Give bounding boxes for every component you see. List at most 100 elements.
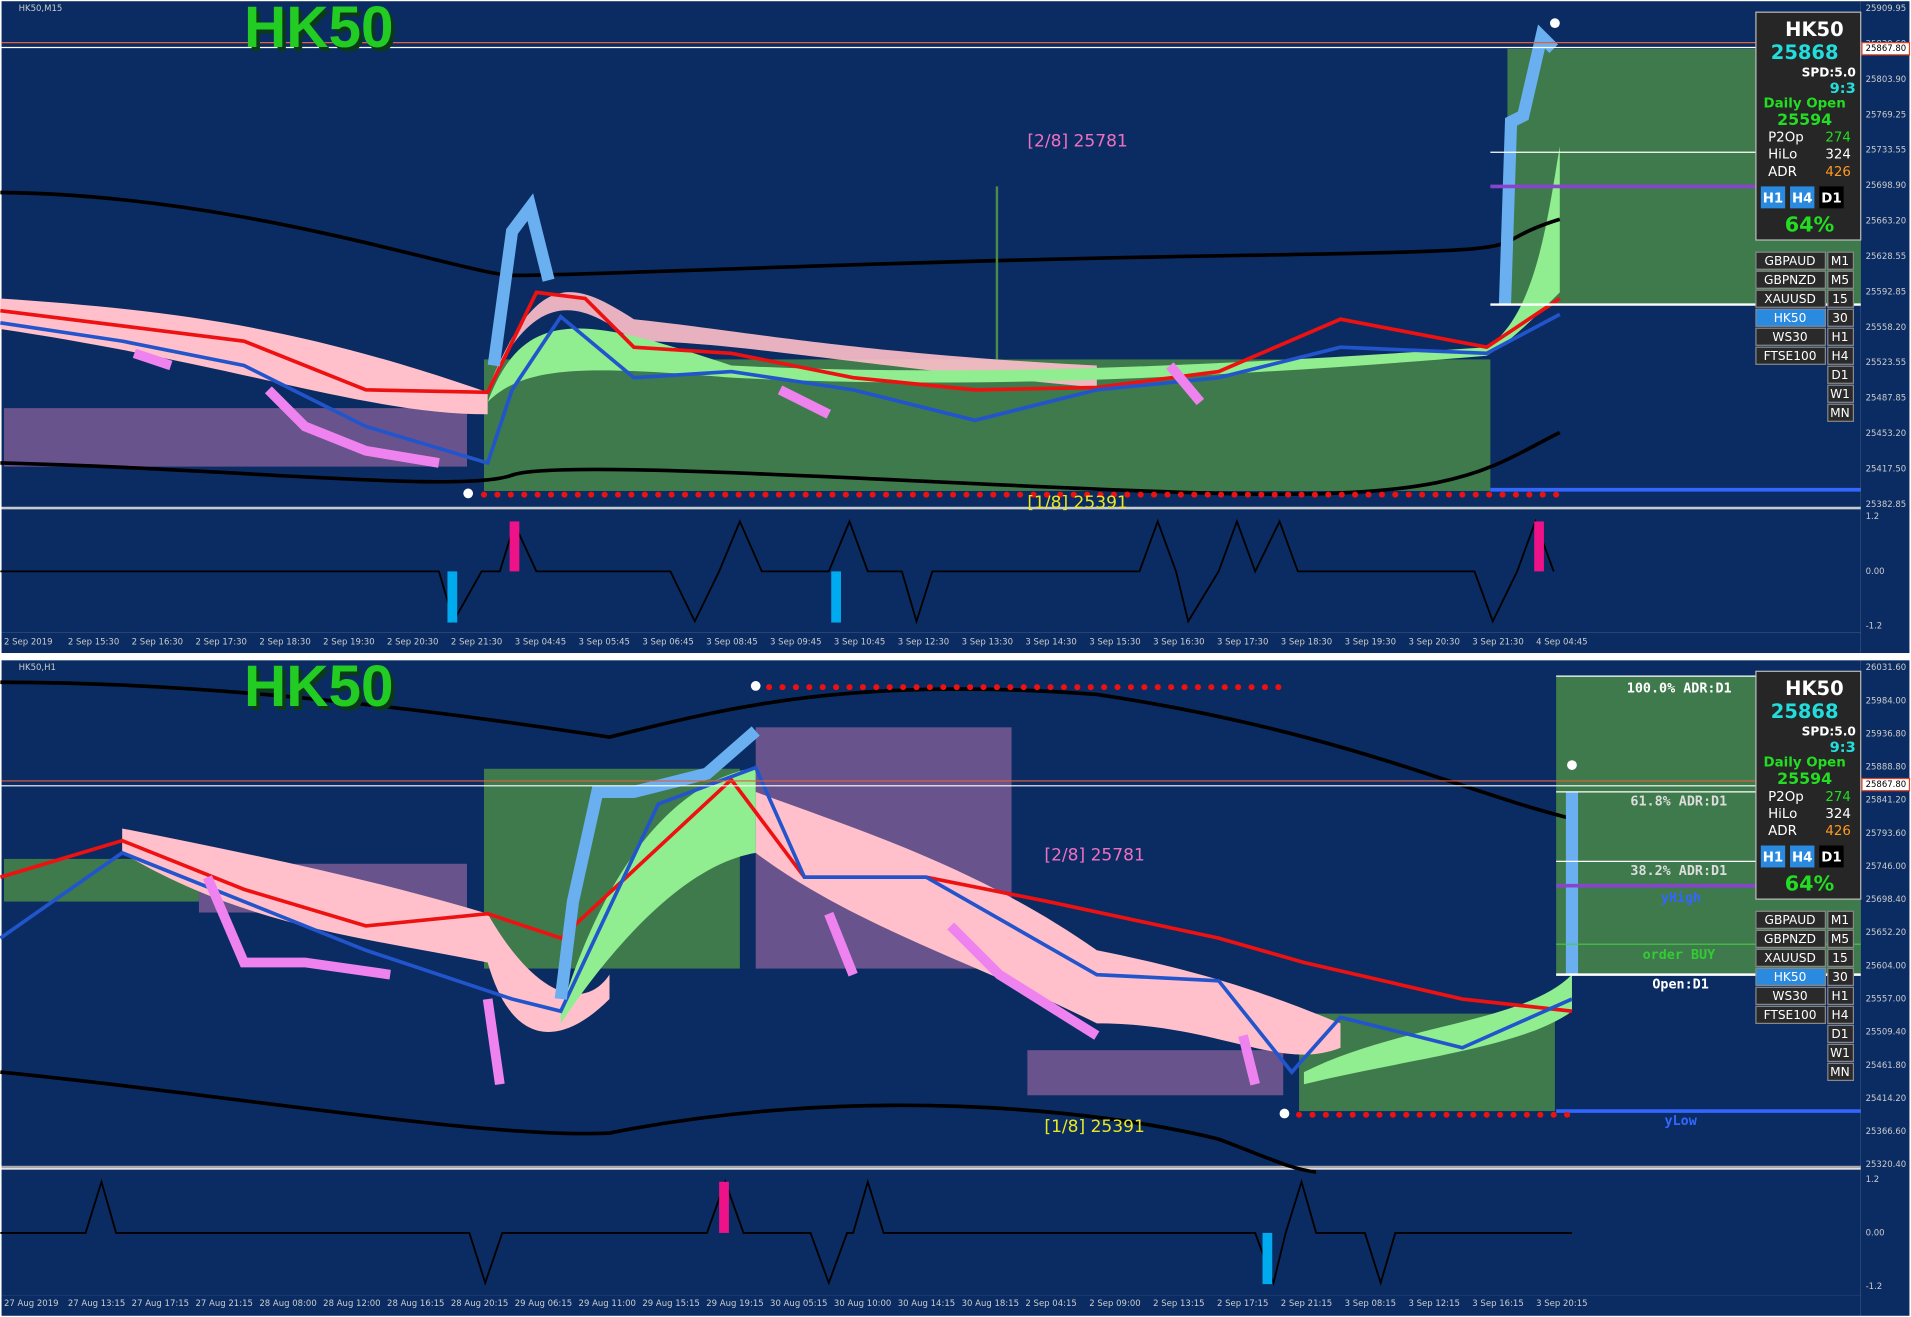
- symbol-button[interactable]: [1755, 1005, 1826, 1024]
- symbol-name[interactable]: FTSE100: [1764, 1008, 1817, 1022]
- tf-button[interactable]: [1819, 845, 1844, 868]
- tf-list-label[interactable]: M5: [1831, 932, 1849, 946]
- symbol-name[interactable]: GBPAUD: [1765, 913, 1816, 927]
- info-price: 25868: [1771, 41, 1839, 64]
- tf-list-button[interactable]: [1827, 289, 1855, 308]
- symbol-name[interactable]: XAUUSD: [1764, 951, 1816, 965]
- tf-list-label[interactable]: 15: [1832, 951, 1848, 965]
- tf-list-label[interactable]: H4: [1832, 1008, 1849, 1022]
- time-label: 27 Aug 13:15: [68, 1299, 125, 1309]
- tf-list-label[interactable]: M1: [1831, 913, 1849, 927]
- tf-list-button[interactable]: [1827, 327, 1855, 346]
- time-label: 3 Sep 18:30: [1281, 638, 1332, 648]
- tf-list-label[interactable]: MN: [1830, 406, 1850, 420]
- info-spread: SPD:5.0: [1802, 725, 1856, 739]
- info-stat-label: HiLo: [1768, 807, 1797, 822]
- tf-list-label[interactable]: 30: [1832, 311, 1848, 325]
- tf-list-label[interactable]: MN: [1830, 1065, 1850, 1079]
- cloud: [487, 292, 1097, 390]
- symbol-button[interactable]: [1755, 289, 1826, 308]
- tf-list-button[interactable]: [1827, 910, 1855, 929]
- tf-list-button[interactable]: [1827, 403, 1855, 422]
- symbol-button[interactable]: [1755, 327, 1826, 346]
- tf-button[interactable]: [1760, 186, 1786, 209]
- tf-button[interactable]: [1819, 186, 1844, 209]
- tf-list-button[interactable]: [1827, 251, 1855, 270]
- tf-list-label[interactable]: H4: [1832, 349, 1849, 363]
- symbol-button[interactable]: [1755, 346, 1826, 365]
- price-label: 25663.20: [1866, 217, 1907, 227]
- symbol-name[interactable]: GBPAUD: [1765, 254, 1816, 268]
- time-label: 2 Sep 17:30: [196, 638, 247, 648]
- tf-list-label[interactable]: 30: [1832, 970, 1848, 984]
- symbol-name[interactable]: HK50: [1774, 970, 1807, 984]
- tf-list-button[interactable]: [1827, 1043, 1855, 1063]
- symbol-button[interactable]: [1755, 251, 1826, 270]
- price-area: [1860, 1, 1910, 654]
- tf-list-button[interactable]: [1827, 1024, 1855, 1044]
- indicator-label: 0.00: [1866, 1228, 1885, 1238]
- symbol-button[interactable]: [1755, 929, 1826, 948]
- tf-list-button[interactable]: [1827, 270, 1855, 289]
- symbol-button[interactable]: [1755, 270, 1826, 289]
- info-daily-open-label: Daily Open: [1764, 97, 1846, 112]
- tf-button-label[interactable]: H4: [1792, 192, 1813, 207]
- symbol-name[interactable]: XAUUSD: [1764, 292, 1816, 306]
- tf-list-button[interactable]: [1827, 1062, 1855, 1082]
- symbol-button[interactable]: [1755, 910, 1826, 929]
- tf-button-label[interactable]: H1: [1763, 851, 1784, 866]
- tf-button-label[interactable]: H4: [1792, 851, 1813, 866]
- time-label: 2 Sep 15:30: [68, 638, 119, 648]
- symbol-name[interactable]: GBPNZD: [1764, 932, 1816, 946]
- time-label: 2 Sep 04:15: [1025, 1299, 1076, 1309]
- tf-list-label[interactable]: D1: [1831, 368, 1848, 382]
- price-label: 25984.00: [1866, 696, 1907, 706]
- symbol-name[interactable]: WS30: [1772, 330, 1807, 344]
- indicator-label: 1.2: [1866, 1175, 1880, 1185]
- level-label: [2/8] 25781: [1044, 845, 1144, 865]
- price-label: 25414.20: [1866, 1094, 1907, 1104]
- tf-list-button[interactable]: [1827, 929, 1855, 948]
- tf-list-button[interactable]: [1827, 384, 1855, 403]
- tf-button-label[interactable]: D1: [1821, 851, 1841, 866]
- symbol-button[interactable]: [1755, 948, 1826, 967]
- symbol-name[interactable]: HK50: [1774, 311, 1807, 325]
- tf-button-label[interactable]: H1: [1763, 192, 1784, 207]
- adr-label: 100.0% ADR:D1: [1627, 681, 1732, 696]
- tf-button[interactable]: [1790, 845, 1815, 868]
- symbol-button[interactable]: [1755, 986, 1826, 1005]
- price-label: 25487.85: [1866, 394, 1907, 404]
- tf-list-label[interactable]: H1: [1832, 330, 1849, 344]
- tf-list-button[interactable]: [1827, 986, 1855, 1005]
- tf-list-button[interactable]: [1827, 967, 1855, 986]
- tf-list-label[interactable]: W1: [1830, 1046, 1850, 1060]
- osc: [0, 1178, 1572, 1287]
- time-area: [1, 632, 1861, 654]
- price-label: 25557.00: [1866, 995, 1907, 1005]
- time-label: 3 Sep 19:30: [1345, 638, 1396, 648]
- tf-list-button[interactable]: [1827, 365, 1855, 384]
- info-stat-label: P2Op: [1768, 131, 1804, 146]
- tf-list-button[interactable]: [1827, 948, 1855, 967]
- tf-list-label[interactable]: 15: [1832, 292, 1848, 306]
- tf-list-button[interactable]: [1827, 346, 1855, 365]
- tf-button[interactable]: [1790, 186, 1815, 209]
- tf-button[interactable]: [1760, 845, 1786, 868]
- symbol-name[interactable]: GBPNZD: [1764, 273, 1816, 287]
- time-label: 27 Aug 17:15: [132, 1299, 189, 1309]
- info-stat-value: 426: [1825, 165, 1851, 180]
- tf-list-button[interactable]: [1827, 308, 1855, 327]
- time-label: 3 Sep 10:45: [834, 638, 885, 648]
- tf-list-label[interactable]: H1: [1832, 989, 1849, 1003]
- adr-label: 38.2% ADR:D1: [1630, 864, 1727, 879]
- tf-list-label[interactable]: M5: [1831, 273, 1849, 287]
- symbol-button[interactable]: [1755, 967, 1826, 986]
- tf-list-label[interactable]: D1: [1831, 1027, 1848, 1041]
- symbol-name[interactable]: FTSE100: [1764, 349, 1817, 363]
- symbol-name[interactable]: WS30: [1772, 989, 1807, 1003]
- tf-button-label[interactable]: D1: [1821, 192, 1841, 207]
- tf-list-label[interactable]: M1: [1831, 254, 1849, 268]
- tf-list-label[interactable]: W1: [1830, 387, 1850, 401]
- tf-list-button[interactable]: [1827, 1005, 1855, 1024]
- symbol-button[interactable]: [1755, 308, 1826, 327]
